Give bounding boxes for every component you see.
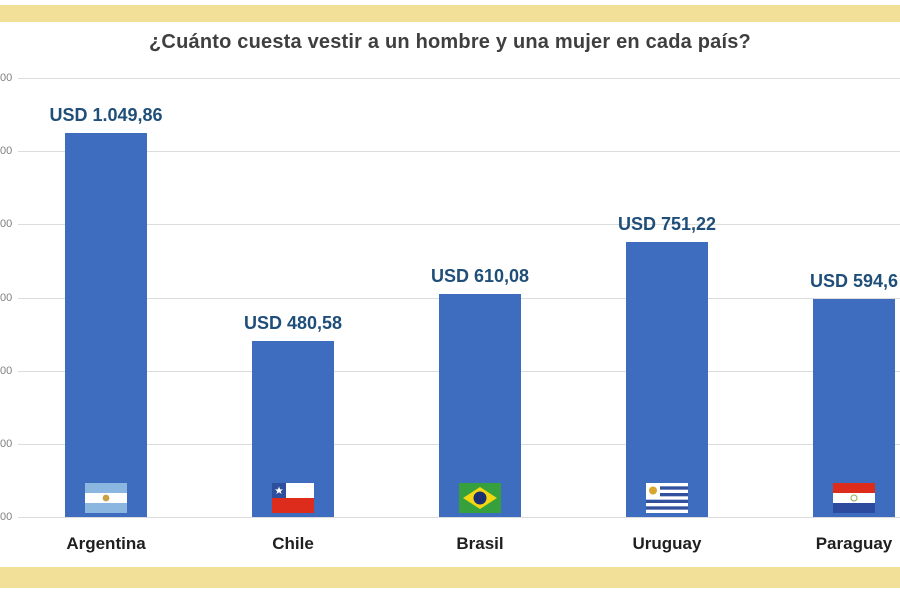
- argentina-flag-icon: [85, 483, 127, 513]
- y-tick-label: 00: [0, 218, 13, 231]
- gridline: 00: [0, 218, 900, 230]
- plot-area: 00 00 00 00 00 00 00 USD 1.049,86 USD 48…: [0, 72, 900, 523]
- top-banner: [0, 5, 900, 22]
- bar-column-uruguay: USD 751,22: [618, 213, 716, 517]
- y-tick-label: 00: [0, 511, 13, 523]
- y-tick-label: 00: [0, 145, 13, 158]
- country-label-chile: Chile: [272, 534, 314, 553]
- chart-title: ¿Cuánto cuesta vestir a un hombre y una …: [149, 31, 751, 53]
- country-label-uruguay: Uruguay: [632, 534, 702, 553]
- y-tick-label: 00: [0, 437, 13, 450]
- brasil-flag-icon: [459, 483, 501, 513]
- value-label: USD 1.049,86: [49, 105, 163, 125]
- country-label-paraguay: Paraguay: [815, 534, 893, 553]
- value-label: USD 594,6: [809, 271, 899, 291]
- y-tick-label: 00: [0, 364, 13, 377]
- chile-flag-icon: [272, 483, 314, 513]
- bar-chile: [252, 341, 334, 517]
- paraguay-flag-icon: [833, 483, 875, 513]
- bottom-banner: [0, 567, 900, 588]
- bar-column-argentina: USD 1.049,86: [49, 104, 163, 517]
- gridline: 00: [0, 145, 900, 157]
- bar-column-chile: USD 480,58: [244, 312, 342, 517]
- value-label: USD 751,22: [617, 214, 717, 234]
- gridline: 00: [0, 511, 900, 523]
- bar-column-brasil: USD 610,08: [431, 265, 529, 517]
- y-tick-label: 00: [0, 72, 13, 84]
- bar-paraguay: [813, 299, 895, 517]
- country-label-argentina: Argentina: [66, 534, 146, 553]
- value-label: USD 610,08: [430, 266, 530, 286]
- value-label: USD 480,58: [243, 313, 343, 333]
- bar-argentina: [65, 133, 147, 517]
- y-tick-label: 00: [0, 291, 13, 304]
- bar-brasil: [439, 294, 521, 517]
- bar-uruguay: [626, 242, 708, 517]
- bar-column-paraguay: USD 594,6: [809, 270, 899, 517]
- uruguay-flag-icon: [646, 483, 688, 513]
- country-label-brasil: Brasil: [456, 534, 504, 553]
- gridline: 00: [0, 72, 900, 84]
